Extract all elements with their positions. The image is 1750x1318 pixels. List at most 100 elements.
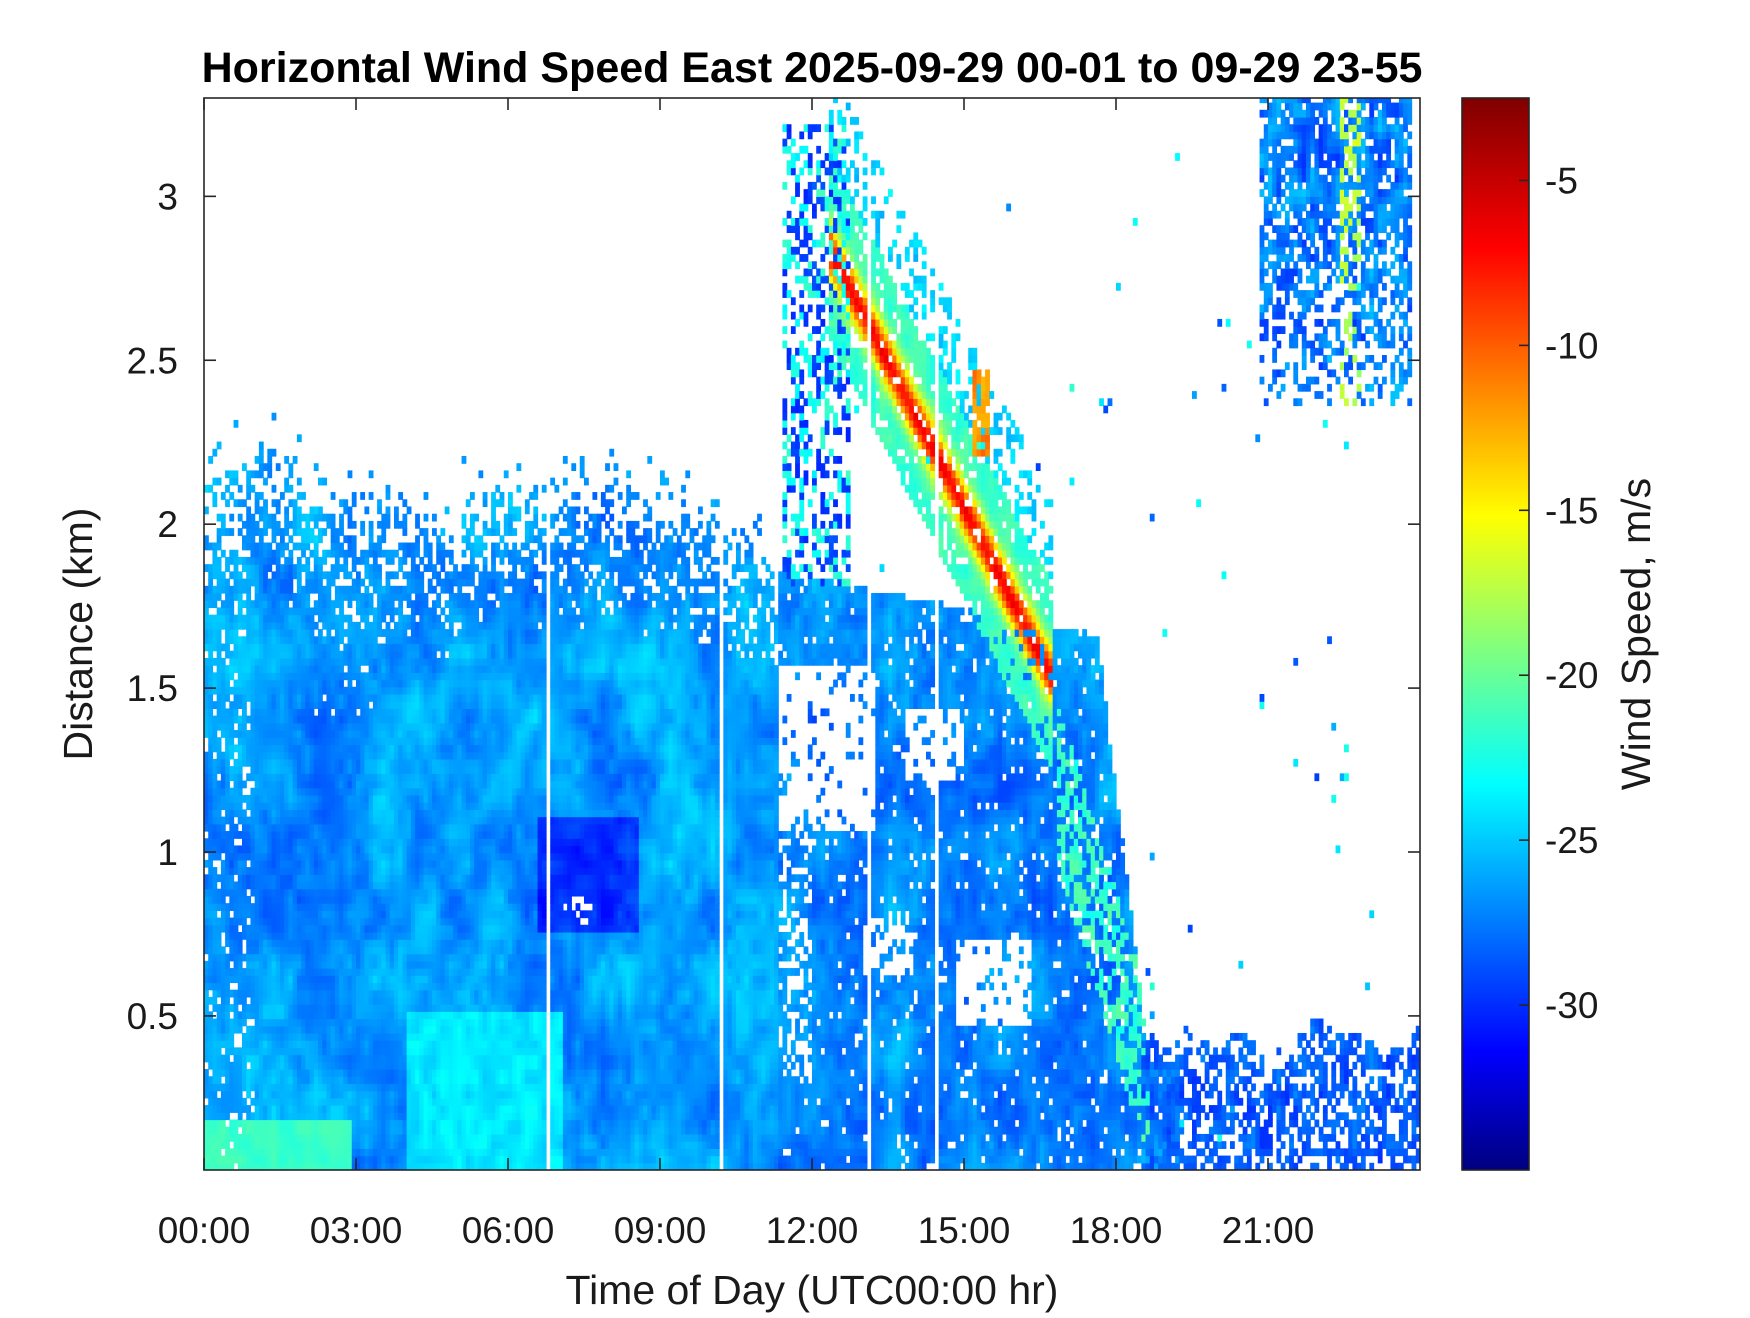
heatmap-cell <box>432 1019 437 1027</box>
heatmap-cell <box>234 499 239 507</box>
heatmap-cell <box>229 550 234 558</box>
heatmap-cell <box>436 1069 441 1077</box>
heatmap-cell <box>390 968 395 976</box>
heatmap-cell <box>276 708 281 716</box>
heatmap-cell <box>369 744 374 752</box>
heatmap-cell <box>263 730 268 738</box>
heatmap-cell <box>229 1083 234 1091</box>
heatmap-cell <box>297 723 302 731</box>
heatmap-cell <box>318 845 323 853</box>
heatmap-cell <box>331 694 336 702</box>
heatmap-cell <box>242 896 247 904</box>
heatmap-cell <box>293 838 298 846</box>
heatmap-cell <box>348 867 353 875</box>
heatmap-cell <box>225 853 230 861</box>
heatmap-cell <box>305 939 310 947</box>
heatmap-cell <box>301 1098 306 1106</box>
heatmap-cell <box>221 831 226 839</box>
heatmap-cell <box>335 600 340 608</box>
heatmap-cell <box>234 1004 239 1012</box>
heatmap-cell <box>419 990 424 998</box>
heatmap-cell <box>212 1047 217 1055</box>
heatmap-cell <box>234 896 239 904</box>
heatmap-cell <box>318 824 323 832</box>
heatmap-cell <box>238 1141 243 1149</box>
heatmap-cell <box>415 845 420 853</box>
heatmap-cell <box>445 1019 450 1027</box>
heatmap-cell <box>263 968 268 976</box>
heatmap-cell <box>234 1083 239 1091</box>
heatmap-cell <box>440 528 445 536</box>
heatmap-cell <box>428 636 433 644</box>
heatmap-cell <box>360 997 365 1005</box>
heatmap-cell <box>301 528 306 536</box>
heatmap-cell <box>335 744 340 752</box>
heatmap-cell <box>394 932 399 940</box>
heatmap-cell <box>250 939 255 947</box>
heatmap-cell <box>217 1141 222 1149</box>
heatmap-cell <box>394 1062 399 1070</box>
heatmap-cell <box>331 809 336 817</box>
heatmap-cell <box>326 1047 331 1055</box>
heatmap-cell <box>411 1033 416 1041</box>
heatmap-cell <box>288 499 293 507</box>
heatmap-cell <box>259 853 264 861</box>
heatmap-cell <box>322 1134 327 1142</box>
heatmap-cell <box>221 954 226 962</box>
heatmap-cell <box>440 629 445 637</box>
heatmap-cell <box>411 1134 416 1142</box>
heatmap-cell <box>272 514 277 522</box>
heatmap-cell <box>377 730 382 738</box>
heatmap-cell <box>377 543 382 551</box>
heatmap-cell <box>208 716 213 724</box>
heatmap-cell <box>339 543 344 551</box>
heatmap-cell <box>293 644 298 652</box>
heatmap-cell <box>373 716 378 724</box>
heatmap-cell <box>360 975 365 983</box>
heatmap-cell <box>335 636 340 644</box>
heatmap-cell <box>398 968 403 976</box>
heatmap-cell <box>208 1019 213 1027</box>
heatmap-cell <box>242 543 247 551</box>
heatmap-cell <box>276 968 281 976</box>
heatmap-cell <box>390 571 395 579</box>
heatmap-cell <box>419 1019 424 1027</box>
heatmap-cell <box>335 672 340 680</box>
heatmap-cell <box>217 708 222 716</box>
heatmap-cell <box>280 1091 285 1099</box>
heatmap-cell <box>229 607 234 615</box>
heatmap-cell <box>217 701 222 709</box>
heatmap-cell <box>259 874 264 882</box>
heatmap-cell <box>288 1156 293 1164</box>
heatmap-cell <box>369 867 374 875</box>
heatmap-cell <box>331 730 336 738</box>
heatmap-cell <box>255 622 260 630</box>
heatmap-cell <box>364 629 369 637</box>
heatmap-cell <box>436 1026 441 1034</box>
heatmap-cell <box>242 672 247 680</box>
heatmap-cell <box>407 968 412 976</box>
heatmap-cell <box>335 593 340 601</box>
heatmap-cell <box>288 982 293 990</box>
heatmap-cell <box>259 1040 264 1048</box>
heatmap-cell <box>428 1120 433 1128</box>
heatmap-cell <box>238 752 243 760</box>
heatmap-cell <box>242 817 247 825</box>
heatmap-cell <box>398 730 403 738</box>
heatmap-cell <box>310 535 315 543</box>
heatmap-cell <box>259 615 264 623</box>
heatmap-cell <box>242 708 247 716</box>
heatmap-cell <box>386 781 391 789</box>
heatmap-cell <box>369 817 374 825</box>
heatmap-cell <box>419 744 424 752</box>
heatmap-cell <box>318 802 323 810</box>
heatmap-cell <box>407 716 412 724</box>
heatmap-cell <box>326 1026 331 1034</box>
heatmap-cell <box>280 564 285 572</box>
heatmap-cell <box>432 1069 437 1077</box>
heatmap-cell <box>221 882 226 890</box>
heatmap-cell <box>297 1004 302 1012</box>
heatmap-cell <box>229 528 234 536</box>
heatmap-cell <box>369 636 374 644</box>
heatmap-cell <box>280 586 285 594</box>
